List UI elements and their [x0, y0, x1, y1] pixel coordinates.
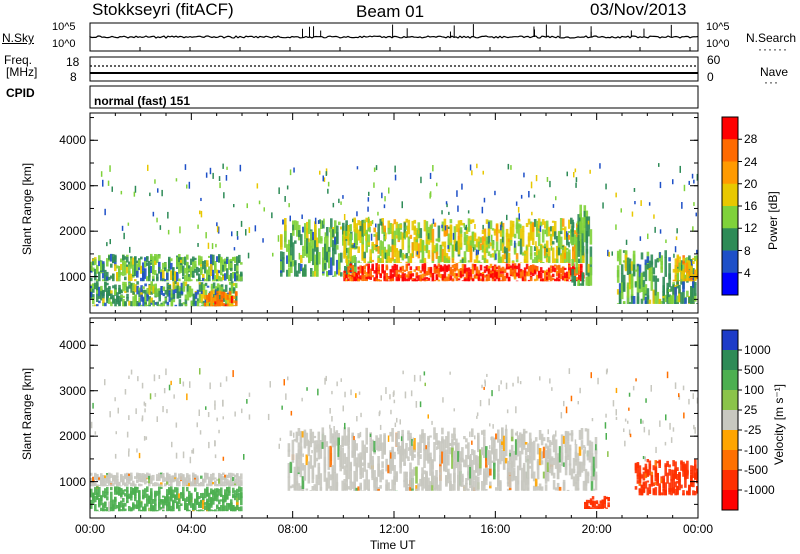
power-colorbar-swatch: [722, 228, 738, 251]
velocity-colorbar-tick: 1000: [744, 343, 771, 357]
power-colorbar-tick: 28: [744, 132, 758, 147]
velocity-colorbar-tick: -500: [744, 463, 769, 477]
velocity-plot-area: [90, 368, 698, 512]
power-colorbar-tick: 24: [744, 154, 758, 169]
date-title: 03/Nov/2013: [590, 0, 687, 19]
power-ylabel: Slant Range [km]: [20, 162, 34, 255]
power-sparse-echoes: [100, 163, 698, 260]
velocity-ytick-label: 1000: [59, 474, 86, 489]
station-title: Stokkseyri (fitACF): [92, 0, 234, 19]
cpid-panel-frame: [89, 85, 699, 109]
power-colorbar-swatch: [722, 206, 738, 229]
power-colorbar-swatch: [722, 272, 738, 296]
freq-unit: [MHz]: [6, 65, 38, 79]
velocity-region-0: [90, 472, 243, 487]
velocity-region-3: [584, 495, 610, 509]
velocity-colorbar-swatch: [722, 390, 738, 411]
velocity-colorbar-swatch: [722, 370, 738, 391]
xtick-label: 12:00: [378, 522, 410, 536]
velocity-ylabel: Slant Range [km]: [20, 367, 34, 460]
nsearch-tick-low: 10^0: [706, 38, 730, 50]
nsearch-label: N.Search: [746, 31, 797, 45]
power-colorbar-tick: 20: [744, 176, 758, 191]
velocity-colorbar-tick: 25: [744, 403, 758, 417]
nsky-tick-low: 10^0: [52, 38, 76, 50]
power-region-2: [204, 290, 238, 307]
velocity-colorbar-swatch: [722, 350, 738, 371]
velocity-colorbar-swatch: [722, 330, 738, 351]
x-axis-title: Time UT: [370, 538, 416, 552]
velocity-colorbar-tick: 500: [744, 363, 765, 377]
power-ytick-label: 3000: [59, 178, 86, 193]
velocity-ytick-label: 2000: [59, 429, 86, 444]
power-colorbar-tick: 16: [744, 199, 758, 213]
velocity-colorbar-tick: 100: [744, 383, 765, 397]
velocity-region-2: [287, 427, 598, 491]
velocity-ytick-label: 4000: [59, 338, 86, 353]
colorbars: [721, 116, 742, 511]
cpid-text: normal (fast) 151: [94, 94, 191, 108]
velocity-colorbar-swatch: [722, 430, 738, 451]
velocity-ytick-label: 3000: [59, 383, 86, 398]
freq-tick-low: 8: [70, 70, 77, 84]
power-colorbar-tick: 12: [744, 221, 758, 236]
power-ytick-label: 1000: [59, 269, 86, 284]
velocity-colorbar-tick: -25: [744, 423, 762, 437]
freq-panel-frame: [89, 56, 699, 82]
velocity-region-1: [90, 486, 243, 512]
velocity-colorbar-tick: -1000: [744, 483, 775, 497]
nsearch-tick-high: 10^5: [706, 21, 730, 33]
power-colorbar-swatch: [722, 250, 738, 274]
power-ytick-label: 4000: [59, 133, 86, 148]
power-region-4: [343, 263, 585, 282]
velocity-region-4: [634, 459, 698, 496]
power-colorbar-swatch: [722, 183, 738, 207]
velocity-colorbar-swatch: [722, 450, 738, 471]
power-colorbar-swatch: [722, 117, 738, 140]
power-colorbar-label: Power [dB]: [766, 191, 780, 250]
nsky-trace: [89, 35, 699, 39]
nave-label: Nave: [760, 65, 789, 79]
power-colorbar-tick: 8: [744, 243, 751, 258]
xtick-label: 04:00: [176, 522, 207, 536]
velocity-colorbar-swatch: [722, 470, 738, 491]
velocity-colorbar-tick: -100: [744, 443, 769, 457]
nsky-tick-high: 10^5: [52, 21, 76, 33]
power-colorbar-swatch: [722, 161, 738, 185]
cpid-label: CPID: [6, 86, 35, 100]
xtick-label: 20:00: [581, 522, 612, 536]
nave-tick-low: 0: [707, 70, 714, 84]
axis-ticks: [89, 113, 699, 518]
xtick-label: 16:00: [480, 522, 511, 536]
power-colorbar-swatch: [722, 139, 738, 162]
noise-traces: [89, 24, 699, 74]
power-plot-area: [90, 163, 698, 307]
power-region-0: [90, 253, 243, 282]
nsky-label: N.Sky: [2, 31, 35, 45]
freq-label: Freq.: [4, 53, 33, 67]
velocity-colorbar-swatch: [722, 490, 738, 511]
power-region-5: [343, 217, 585, 263]
freq-tick-high: 18: [66, 55, 80, 69]
beam-title: Beam 01: [356, 2, 425, 21]
velocity-colorbar-label: Velocity [m s⁻¹]: [772, 383, 786, 465]
power-colorbar-tick: 4: [744, 265, 751, 280]
xtick-label: 08:00: [277, 522, 308, 536]
power-region-3: [280, 218, 357, 277]
xtick-label: 00:00: [74, 522, 106, 536]
power-ytick-label: 2000: [59, 224, 86, 239]
nsearch-dotted-legend: ······: [758, 42, 788, 56]
velocity-colorbar-swatch: [722, 410, 738, 431]
nave-tick-high: 60: [707, 53, 721, 67]
velocity-sparse-echoes: [90, 368, 698, 464]
nave-dotted-legend: ···: [764, 75, 779, 89]
xtick-label: 00:00: [682, 522, 714, 536]
power-region-6: [571, 204, 593, 286]
